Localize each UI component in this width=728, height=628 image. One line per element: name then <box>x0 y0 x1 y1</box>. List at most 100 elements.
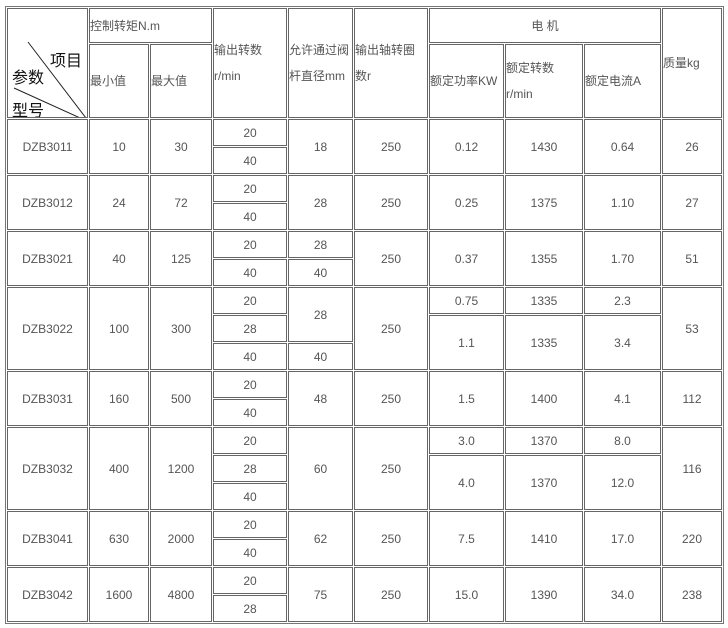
table-row: DZB3031 160 500 20 48 250 1.5 1400 4.1 112 <box>7 371 723 426</box>
power-cell: 0.25 <box>429 175 504 230</box>
table-row: 40 <box>7 483 722 510</box>
output-speed-cell: 20 <box>213 371 287 398</box>
output-speed-cell: 28 <box>213 315 287 342</box>
mass-cell: 26 <box>662 119 723 174</box>
table-row: 40 <box>7 203 722 230</box>
torque-max-cell: 300 <box>150 287 212 370</box>
model-cell: DZB3032 <box>7 427 88 510</box>
turns-cell: 250 <box>354 231 428 286</box>
torque-max-cell: 30 <box>150 119 212 174</box>
torque-min-cell: 1600 <box>89 567 149 622</box>
rpm-cell: 1430 <box>505 119 583 174</box>
torque-min-cell: 24 <box>89 175 149 230</box>
table-row: DZB3041 630 2000 20 62 250 7.5 1410 17.0 220 <box>7 511 723 566</box>
current-cell: 4.1 <box>584 371 662 426</box>
turns-cell: 250 <box>354 511 428 566</box>
model-cell: DZB3031 <box>7 371 88 426</box>
rpm-cell: 1375 <box>505 175 583 230</box>
rpm-cell: 1370 <box>505 427 583 454</box>
table-row: DZB3032 400 1200 20 60 250 3.0 1370 8.0 116 <box>7 427 723 510</box>
current-cell: 8.0 <box>584 427 662 454</box>
mass-cell: 112 <box>662 371 723 426</box>
valve-cell: 40 <box>288 259 353 286</box>
output-speed-cell: 40 <box>213 343 287 370</box>
valve-unit: 杆直径mm <box>289 69 345 83</box>
torque-min-cell: 400 <box>89 427 149 510</box>
valve-cell: 28 <box>288 231 353 258</box>
mass-cell: 51 <box>662 231 723 286</box>
current-cell: 17.0 <box>584 511 662 566</box>
torque-max-cell: 125 <box>150 231 212 286</box>
model-cell: DZB3011 <box>7 119 88 174</box>
valve-cell: 40 <box>288 343 353 370</box>
header-row-2: 最小值 最大值 额定功率KW 额定转数 r/min 额定电流A <box>7 44 722 118</box>
rpm-cell: 1335 <box>505 287 583 314</box>
torque-min-cell: 160 <box>89 371 149 426</box>
spec-table: 项目 参数 型号 控制转矩N.m 输出转数 r/min 允许通过阀 杆直径mm 输出… <box>5 6 725 624</box>
power-cell: 0.37 <box>429 231 504 286</box>
output-speed-cell: 40 <box>213 259 287 286</box>
turns-cell: 250 <box>354 371 428 426</box>
valve-cell: 60 <box>288 427 353 510</box>
mass-cell: 116 <box>662 427 723 510</box>
torque-max-cell: 500 <box>150 371 212 426</box>
output-speed-cell: 20 <box>213 175 287 202</box>
table-row: 40 <box>7 539 722 566</box>
power-cell: 1.5 <box>429 371 504 426</box>
rpm-unit: r/min <box>506 87 533 101</box>
model-cell: DZB3022 <box>7 287 88 370</box>
diagonal-item-label: 项目 <box>50 53 83 70</box>
rpm-cell: 1355 <box>505 231 583 286</box>
turns-cell: 250 <box>354 119 428 174</box>
valve-cell: 18 <box>288 119 353 174</box>
turns-header: 输出轴转圈 数r <box>354 8 428 118</box>
motor-header: 电 机 <box>429 8 662 43</box>
current-cell: 12.0 <box>584 455 662 510</box>
output-speed-unit: r/min <box>214 69 241 83</box>
mass-header: 质量kg <box>662 8 723 118</box>
mass-cell: 238 <box>662 567 723 622</box>
output-speed-cell: 20 <box>213 427 287 454</box>
power-cell: 15.0 <box>429 567 504 622</box>
mass-cell: 27 <box>662 175 723 230</box>
turns-cell: 250 <box>354 175 428 230</box>
power-cell: 0.75 <box>429 287 504 314</box>
power-cell: 7.5 <box>429 511 504 566</box>
valve-cell: 75 <box>288 567 353 622</box>
torque-max-cell: 2000 <box>150 511 212 566</box>
table-row: DZB3022 100 300 20 28 250 0.75 1335 2.3 53 <box>7 287 723 370</box>
model-cell: DZB3041 <box>7 511 88 566</box>
valve-cell: 62 <box>288 511 353 566</box>
turns-cell: 250 <box>354 427 428 510</box>
diagonal-param-label: 参数 <box>12 70 45 87</box>
torque-min-cell: 10 <box>89 119 149 174</box>
current-cell: 1.10 <box>584 175 662 230</box>
table-row: DZB3042 1600 4800 20 75 250 15.0 1390 34.0 238 <box>7 567 723 622</box>
current-cell: 1.70 <box>584 231 662 286</box>
turns-cell: 250 <box>354 567 428 622</box>
table-row: 40 40 <box>7 259 722 286</box>
torque-max-cell: 1200 <box>150 427 212 510</box>
mass-cell: 53 <box>662 287 723 370</box>
turns-label: 输出轴转圈 <box>355 43 416 57</box>
diagonal-model-label: 型号 <box>12 103 45 118</box>
output-speed-cell: 40 <box>213 539 287 566</box>
valve-cell: 48 <box>288 371 353 426</box>
current-header: 额定电流A <box>584 44 662 118</box>
output-speed-cell: 28 <box>213 455 287 482</box>
valve-cell: 28 <box>288 287 353 342</box>
power-cell: 1.1 <box>429 315 504 370</box>
output-speed-cell: 20 <box>213 511 287 538</box>
model-cell: DZB3012 <box>7 175 88 230</box>
valve-diameter-header: 允许通过阀 杆直径mm <box>288 8 353 118</box>
table-row: 28 4.0 1370 12.0 <box>7 455 722 510</box>
table-row: 28 <box>7 595 722 622</box>
table-row: DZB3012 24 72 20 28 250 0.25 1375 1.10 27 <box>7 175 723 230</box>
rpm-cell: 1410 <box>505 511 583 566</box>
output-speed-label: 输出转数 <box>214 43 263 57</box>
table-row: 40 40 <box>7 343 722 370</box>
model-cell: DZB3021 <box>7 231 88 286</box>
torque-max-cell: 4800 <box>150 567 212 622</box>
power-cell: 0.12 <box>429 119 504 174</box>
diagonal-lines <box>13 41 86 117</box>
